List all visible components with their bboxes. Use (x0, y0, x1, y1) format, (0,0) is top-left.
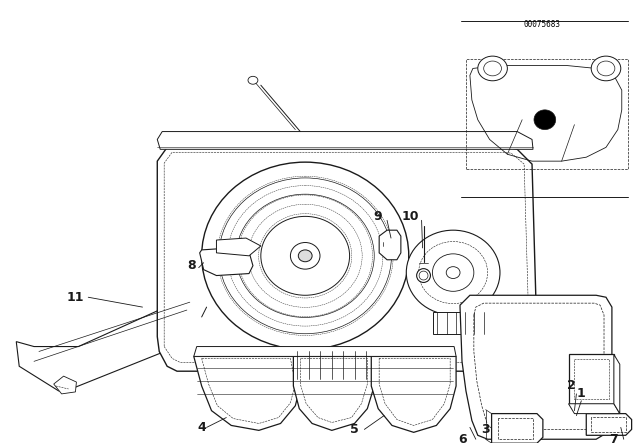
Ellipse shape (291, 242, 320, 269)
Polygon shape (379, 230, 401, 260)
Ellipse shape (406, 230, 500, 315)
Polygon shape (157, 147, 537, 371)
Text: 3: 3 (481, 423, 490, 436)
Polygon shape (157, 132, 533, 149)
Polygon shape (54, 376, 76, 394)
Bar (575, 359, 609, 399)
Ellipse shape (446, 267, 460, 279)
Text: 8: 8 (188, 259, 196, 272)
Polygon shape (460, 295, 612, 439)
Ellipse shape (204, 309, 209, 315)
Polygon shape (492, 414, 543, 443)
Ellipse shape (484, 61, 502, 76)
Polygon shape (194, 347, 456, 357)
Polygon shape (16, 295, 212, 391)
Polygon shape (216, 238, 261, 256)
Ellipse shape (219, 178, 392, 334)
Text: 6: 6 (459, 433, 467, 446)
Bar (292, 352, 371, 379)
Ellipse shape (433, 254, 474, 291)
Text: 7: 7 (609, 433, 618, 446)
Ellipse shape (591, 56, 621, 81)
Ellipse shape (597, 61, 615, 76)
Text: 1: 1 (577, 388, 586, 401)
Polygon shape (194, 357, 300, 431)
Ellipse shape (202, 162, 409, 349)
Polygon shape (568, 404, 620, 414)
Text: 5: 5 (350, 423, 359, 436)
Polygon shape (371, 357, 456, 432)
Text: 4: 4 (197, 421, 206, 434)
Polygon shape (614, 354, 620, 414)
Ellipse shape (236, 194, 374, 318)
Ellipse shape (261, 216, 349, 295)
Text: 00075683: 00075683 (524, 20, 561, 29)
Polygon shape (200, 248, 253, 276)
Ellipse shape (298, 250, 312, 262)
Text: 9: 9 (373, 210, 381, 223)
Ellipse shape (478, 56, 508, 81)
Polygon shape (293, 357, 374, 431)
Ellipse shape (248, 76, 258, 84)
Ellipse shape (534, 110, 556, 129)
Ellipse shape (417, 269, 431, 282)
Polygon shape (568, 354, 614, 404)
Text: 10: 10 (402, 210, 419, 223)
Polygon shape (586, 414, 632, 435)
Bar (433, 312, 488, 334)
Ellipse shape (419, 241, 488, 304)
Ellipse shape (419, 271, 428, 280)
Text: 2: 2 (567, 379, 576, 392)
Text: 11: 11 (67, 291, 84, 304)
